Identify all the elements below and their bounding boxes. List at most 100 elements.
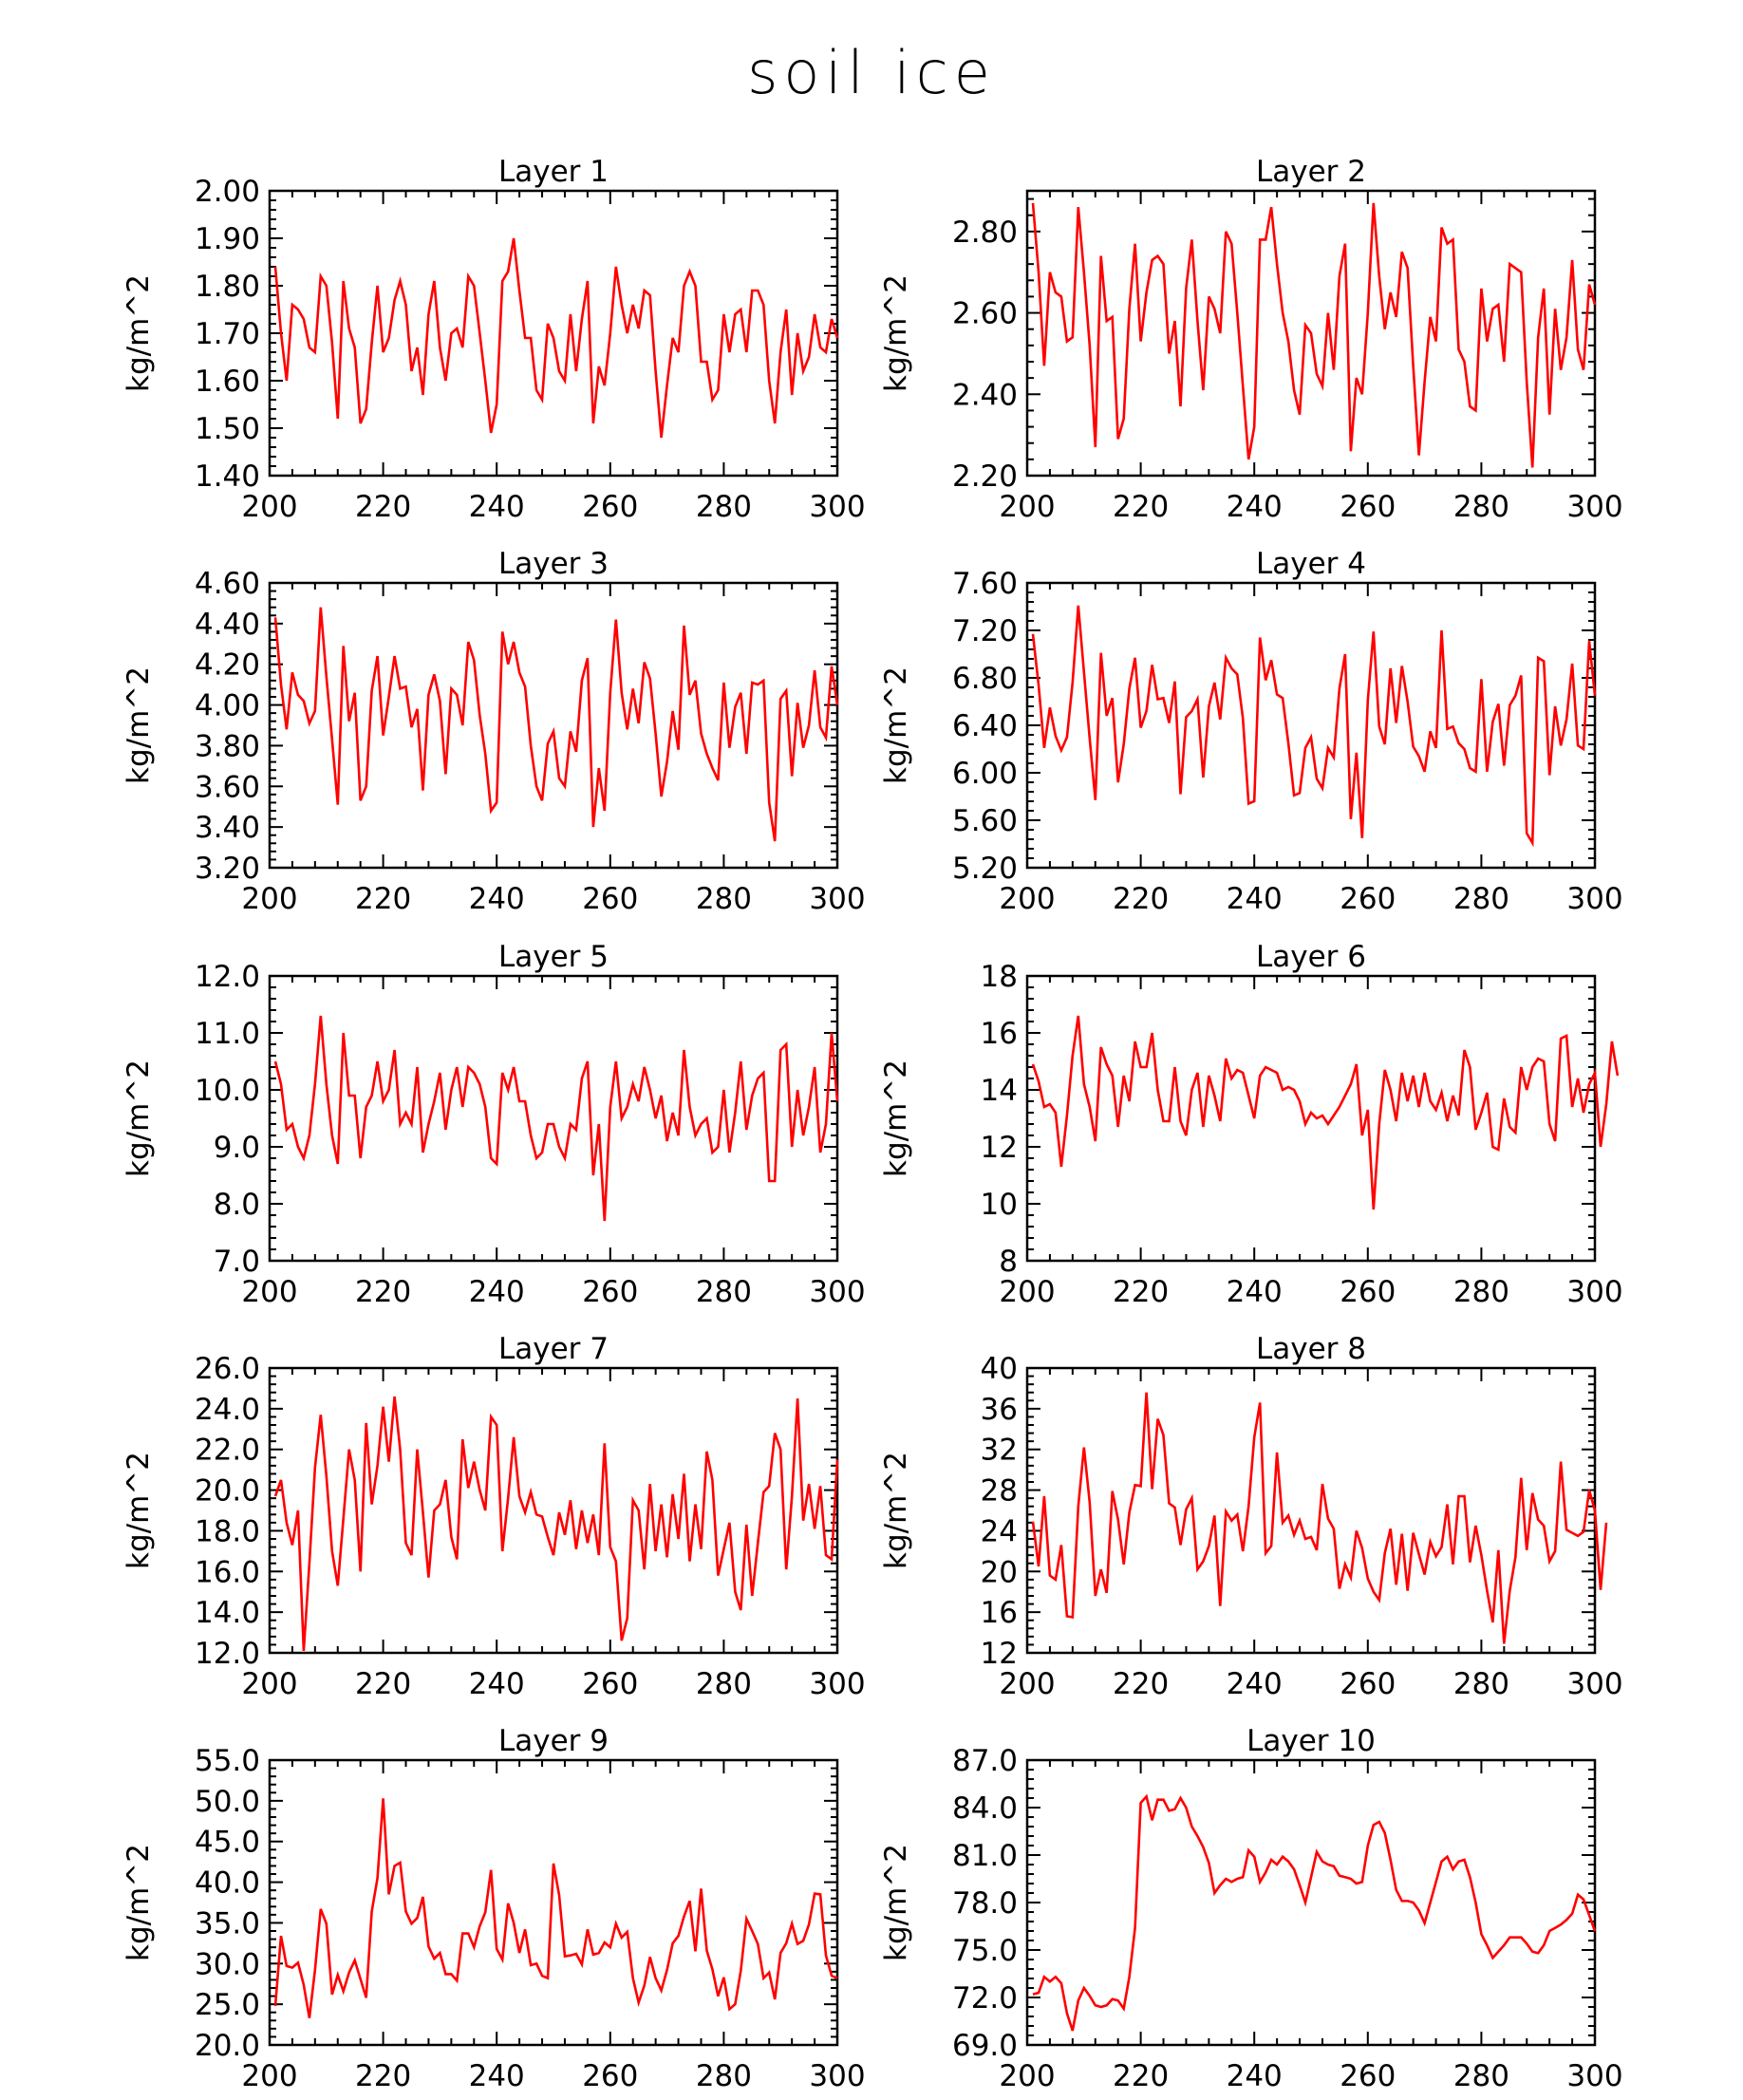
- x-tick-label: 280: [696, 1667, 752, 1701]
- y-tick-label: 3.40: [195, 811, 260, 845]
- x-tick-label: 280: [696, 2059, 752, 2093]
- y-tick-label: 20: [981, 1555, 1018, 1589]
- x-tick-label: 300: [1566, 1275, 1622, 1309]
- plot-frame: [1025, 189, 1597, 478]
- y-tick-label: 5.20: [952, 852, 1018, 886]
- x-tick-label: 260: [1340, 490, 1396, 524]
- y-tick-label: 81.0: [952, 1839, 1018, 1873]
- y-tick-label: 1.50: [195, 412, 260, 446]
- y-tick-label: 18: [981, 960, 1018, 994]
- y-tick-label: 4.40: [195, 608, 260, 642]
- x-tick-label: 200: [999, 1667, 1055, 1701]
- x-tick-label: 280: [1453, 1275, 1509, 1309]
- y-tick-label: 4.20: [195, 648, 260, 683]
- y-tick-label: 7.20: [952, 614, 1018, 648]
- y-tick-label: 14.0: [195, 1596, 260, 1630]
- series-line: [273, 607, 839, 842]
- panel-title: Layer 8: [1256, 1332, 1366, 1366]
- y-tick-label: 78.0: [952, 1886, 1018, 1921]
- series-line: [273, 1798, 838, 2018]
- y-tick-label: 84.0: [952, 1791, 1018, 1826]
- y-tick-label: 87.0: [952, 1744, 1018, 1778]
- x-tick-label: 260: [582, 1275, 638, 1309]
- plot-frame: [268, 1366, 839, 1655]
- y-tick-label: 75.0: [952, 1934, 1018, 1968]
- chart-panel-2: Layer 2 kg/m^2 200 220 240 260 280 300 2.20 2.40 2…: [879, 155, 1623, 524]
- x-tick-label: 280: [1453, 882, 1509, 916]
- x-tick-label: 200: [999, 1275, 1055, 1309]
- y-tick-label: 5.60: [952, 804, 1018, 838]
- y-tick-label: 32: [981, 1434, 1018, 1468]
- x-tick-label: 240: [469, 1667, 525, 1701]
- y-axis-label: kg/m^2: [879, 274, 913, 392]
- x-tick-label: 280: [696, 490, 752, 524]
- y-tick-label: 3.80: [195, 729, 260, 763]
- series-line: [1031, 1392, 1608, 1644]
- y-tick-label: 69.0: [952, 2029, 1018, 2063]
- y-tick-label: 1.60: [195, 365, 260, 399]
- x-tick-label: 300: [809, 1667, 865, 1701]
- x-tick-label: 260: [582, 1667, 638, 1701]
- panel-title: Layer 7: [498, 1332, 609, 1366]
- y-tick-label: 4.00: [195, 689, 260, 723]
- y-tick-label: 12: [981, 1637, 1018, 1671]
- y-tick-label: 12.0: [195, 960, 260, 994]
- y-axis-label: kg/m^2: [879, 666, 913, 784]
- series-line: [273, 1396, 839, 1651]
- chart-panel-6: Layer 6 kg/m^2 200 220 240 260 280 300 8 10 12 14 16…: [879, 940, 1623, 1309]
- y-tick-label: 6.00: [952, 757, 1018, 791]
- y-tick-label: 12.0: [195, 1637, 260, 1671]
- y-tick-label: 24.0: [195, 1393, 260, 1427]
- panel-title: Layer 9: [498, 1724, 609, 1758]
- y-tick-label: 4.60: [195, 567, 260, 601]
- panel-title: Layer 4: [1256, 547, 1366, 581]
- x-tick-label: 220: [1113, 882, 1169, 916]
- y-axis-label: kg/m^2: [122, 666, 156, 784]
- x-tick-label: 200: [241, 882, 297, 916]
- plot-frame: [1025, 974, 1597, 1263]
- y-axis-label: kg/m^2: [122, 1059, 156, 1177]
- plot-frame: [268, 974, 839, 1263]
- y-tick-label: 22.0: [195, 1434, 260, 1468]
- plot-frame: [1025, 1758, 1597, 2047]
- y-tick-label: 3.20: [195, 852, 260, 886]
- y-tick-label: 1.90: [195, 222, 260, 256]
- y-tick-label: 2.00: [195, 175, 260, 209]
- y-tick-label: 8.0: [214, 1188, 260, 1222]
- x-tick-label: 200: [999, 490, 1055, 524]
- x-tick-label: 300: [1566, 1667, 1622, 1701]
- panel-title: Layer 10: [1246, 1724, 1376, 1758]
- x-tick-label: 300: [1566, 2059, 1622, 2093]
- chart-panel-7: Layer 7 kg/m^2 200 220 240 260 280 300 12.0 14.0 1…: [122, 1332, 866, 1701]
- y-tick-label: 8: [999, 1245, 1018, 1279]
- plot-frame: [268, 189, 839, 478]
- x-tick-label: 300: [1566, 490, 1622, 524]
- plot-frame: [268, 581, 839, 870]
- y-tick-label: 40.0: [195, 1866, 260, 1901]
- y-tick-label: 1.80: [195, 270, 260, 304]
- y-tick-label: 72.0: [952, 1981, 1018, 2016]
- y-tick-label: 35.0: [195, 1906, 260, 1941]
- y-tick-label: 30.0: [195, 1947, 260, 1981]
- y-tick-label: 3.60: [195, 770, 260, 804]
- x-tick-label: 300: [809, 2059, 865, 2093]
- page-title: soil ice: [747, 38, 996, 107]
- panel-title: Layer 3: [498, 547, 609, 581]
- x-tick-label: 240: [469, 2059, 525, 2093]
- y-tick-label: 25.0: [195, 1988, 260, 2022]
- x-tick-label: 240: [1227, 2059, 1283, 2093]
- x-tick-label: 300: [809, 490, 865, 524]
- y-tick-label: 55.0: [195, 1744, 260, 1778]
- series-line: [273, 1015, 839, 1222]
- y-tick-label: 12: [981, 1131, 1018, 1165]
- y-axis-label: kg/m^2: [122, 1844, 156, 1961]
- x-tick-label: 220: [1113, 1275, 1169, 1309]
- x-tick-label: 200: [999, 882, 1055, 916]
- panel-title: Layer 5: [498, 940, 609, 974]
- series-line: [1031, 202, 1597, 468]
- series-line: [273, 237, 839, 439]
- x-tick-label: 200: [999, 2059, 1055, 2093]
- x-tick-label: 220: [355, 490, 411, 524]
- x-tick-label: 280: [696, 1275, 752, 1309]
